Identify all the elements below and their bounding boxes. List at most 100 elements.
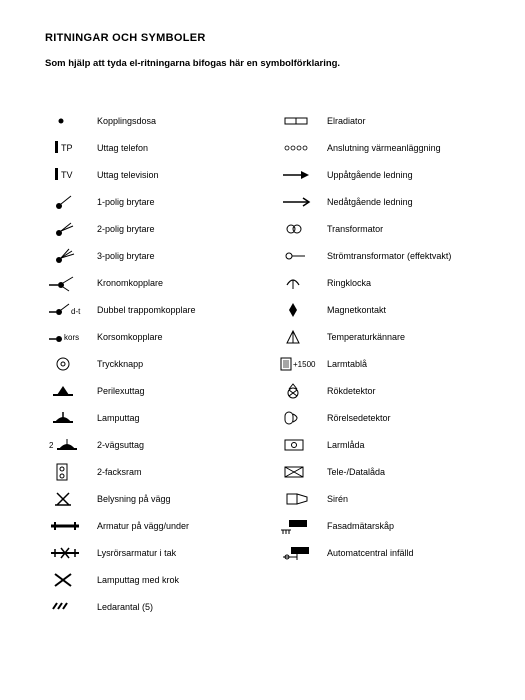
symbol-row: 2-facksram — [45, 458, 255, 485]
symbol-row: Temperaturkännare — [275, 323, 485, 350]
fasad-icon — [275, 514, 323, 538]
lamp-icon — [45, 406, 93, 430]
symbol-row: Tryckknapp — [45, 350, 255, 377]
symbol-row: Armatur på vägg/under — [45, 512, 255, 539]
symbol-label: Rörelsedetektor — [323, 413, 391, 423]
symbol-label: Nedåtgående ledning — [323, 197, 413, 207]
siren-icon — [275, 487, 323, 511]
left-column: KopplingsdosaTPUttag telefonTVUttag tele… — [45, 107, 255, 620]
svg-text:d-t: d-t — [71, 307, 81, 316]
symbol-label: Rökdetektor — [323, 386, 376, 396]
symbol-row: d-t Dubbel trappomkopplare — [45, 296, 255, 323]
symbol-label: Fasadmätarskåp — [323, 521, 394, 531]
fack2-icon — [45, 460, 93, 484]
kors-icon: kors — [45, 325, 93, 349]
symbol-row: Rökdetektor — [275, 377, 485, 404]
symbol-row: Elradiator — [275, 107, 485, 134]
dot-icon — [45, 109, 93, 133]
switch1-icon — [45, 190, 93, 214]
symbol-label: Lysrörsarmatur i tak — [93, 548, 176, 558]
circles4-icon — [275, 136, 323, 160]
currtrans-icon — [275, 244, 323, 268]
symbol-label: Lamputtag med krok — [93, 575, 179, 585]
armatur-icon — [45, 514, 93, 538]
symbol-row: Ledarantal (5) — [45, 593, 255, 620]
symbol-label: Anslutning värmeanläggning — [323, 143, 441, 153]
wall-icon — [45, 487, 93, 511]
symbol-label: 2-vägsuttag — [93, 440, 144, 450]
switch3-icon — [45, 244, 93, 268]
symbol-label: Temperaturkännare — [323, 332, 405, 342]
smoke-icon — [275, 379, 323, 403]
symbol-columns: KopplingsdosaTPUttag telefonTVUttag tele… — [45, 107, 485, 620]
symbol-row: 2 2-vägsuttag — [45, 431, 255, 458]
symbol-row: Rörelsedetektor — [275, 404, 485, 431]
symbol-label: Transformator — [323, 224, 383, 234]
lysror-icon — [45, 541, 93, 565]
symbol-label: 2-polig brytare — [93, 224, 155, 234]
symbol-row: Larmlåda — [275, 431, 485, 458]
symbol-label: Uppåtgående ledning — [323, 170, 413, 180]
svg-text:TV: TV — [61, 170, 73, 180]
svg-text:kors: kors — [64, 333, 79, 342]
symbol-label: Elradiator — [323, 116, 366, 126]
symbol-label: 2-facksram — [93, 467, 142, 477]
push-icon — [45, 352, 93, 376]
page-title: RITNINGAR OCH SYMBOLER — [45, 32, 485, 44]
symbol-label: Tryckknapp — [93, 359, 143, 369]
transformer-icon — [275, 217, 323, 241]
symbol-label: Ledarantal (5) — [93, 602, 153, 612]
perilex-icon — [45, 379, 93, 403]
symbol-row: Transformator — [275, 215, 485, 242]
symbol-row: Lamputtag — [45, 404, 255, 431]
symbol-label: Dubbel trappomkopplare — [93, 305, 196, 315]
symbol-label: Korsomkopplare — [93, 332, 163, 342]
svg-text:+1500: +1500 — [293, 360, 316, 369]
symbol-row: Belysning på vägg — [45, 485, 255, 512]
arrowdown-icon — [275, 190, 323, 214]
symbol-label: 1-polig brytare — [93, 197, 155, 207]
symbol-label: Magnetkontakt — [323, 305, 386, 315]
symbol-row: Automatcentral infälld — [275, 539, 485, 566]
vag2-icon: 2 — [45, 433, 93, 457]
crown-icon — [45, 271, 93, 295]
symbol-label: Strömtransformator (effektvakt) — [323, 251, 451, 261]
symbol-row: Fasadmätarskåp — [275, 512, 485, 539]
svg-text:TP: TP — [61, 143, 73, 153]
motion-icon — [275, 406, 323, 430]
symbol-row: Lysrörsarmatur i tak — [45, 539, 255, 566]
symbol-row: kors Korsomkopplare — [45, 323, 255, 350]
larmtabla-icon: +1500 — [275, 352, 323, 376]
symbol-label: Uttag television — [93, 170, 159, 180]
symbol-label: 3-polig brytare — [93, 251, 155, 261]
symbol-label: Ringklocka — [323, 278, 371, 288]
symbol-row: Magnetkontakt — [275, 296, 485, 323]
tv-icon: TV — [45, 163, 93, 187]
radiator-icon — [275, 109, 323, 133]
symbol-row: Uppåtgående ledning — [275, 161, 485, 188]
symbol-row: 1-polig brytare — [45, 188, 255, 215]
tp-icon: TP — [45, 136, 93, 160]
symbol-label: Uttag telefon — [93, 143, 148, 153]
symbol-label: Belysning på vägg — [93, 494, 171, 504]
symbol-row: Anslutning värmeanläggning — [275, 134, 485, 161]
tele-icon — [275, 460, 323, 484]
symbol-row: Sirén — [275, 485, 485, 512]
symbol-row: Tele-/Datalåda — [275, 458, 485, 485]
symbol-label: Automatcentral infälld — [323, 548, 414, 558]
symbol-label: Armatur på vägg/under — [93, 521, 189, 531]
svg-text:2: 2 — [49, 441, 54, 450]
symbol-row: Kronomkopplare — [45, 269, 255, 296]
magnet-icon — [275, 298, 323, 322]
larmlada-icon — [275, 433, 323, 457]
dt-icon: d-t — [45, 298, 93, 322]
symbol-row: +1500 Larmtablå — [275, 350, 485, 377]
symbol-row: 3-polig brytare — [45, 242, 255, 269]
lampkrok-icon — [45, 568, 93, 592]
page-subtitle: Som hjälp att tyda el-ritningarna bifoga… — [45, 58, 485, 69]
symbol-label: Kronomkopplare — [93, 278, 163, 288]
symbol-row: Strömtransformator (effektvakt) — [275, 242, 485, 269]
arrowup-icon — [275, 163, 323, 187]
symbol-label: Larmtablå — [323, 359, 367, 369]
symbol-row: 2-polig brytare — [45, 215, 255, 242]
